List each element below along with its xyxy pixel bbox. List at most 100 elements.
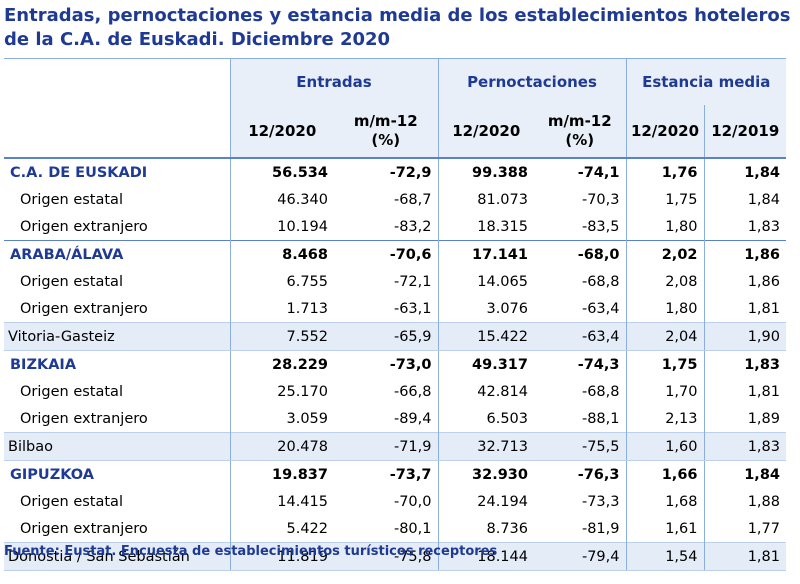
table-cell: -63,4 bbox=[581, 300, 620, 317]
table-cell: 1,75 bbox=[625, 186, 704, 213]
table-cell: 2,04 bbox=[625, 322, 704, 351]
row-label: Origen extranjero bbox=[20, 410, 148, 427]
subheader-pernoctaciones-change-line1: m/m-12 bbox=[547, 112, 612, 130]
statistics-table: Entradas Pernoctaciones Estancia media 1… bbox=[4, 58, 786, 571]
table-cell: -75,5 bbox=[534, 432, 626, 461]
row-label: Vitoria-Gasteiz bbox=[4, 322, 230, 351]
table-row: Origen estatal 6.755 -72,1 14.065 -68,8 2,08 1… bbox=[4, 268, 786, 295]
table-cell: 49.317 bbox=[437, 350, 534, 378]
row-label: C.A. DE EUSKADI bbox=[4, 157, 230, 186]
table-cell: -88,1 bbox=[581, 410, 620, 427]
table-cell: -68,7 bbox=[393, 191, 432, 208]
table-cell: 1,81 bbox=[703, 542, 786, 571]
table-cell: 1,77 bbox=[703, 515, 786, 543]
table-cell: 32.930 bbox=[437, 460, 534, 488]
table-cell: 2,08 bbox=[625, 268, 704, 295]
table-cell: -73,0 bbox=[334, 350, 438, 378]
title-line-1: Entradas, pernoctaciones y estancia medi… bbox=[4, 5, 791, 26]
subheader-pernoctaciones-change: m/m-12 (%) bbox=[534, 105, 626, 159]
table-row: Donostia / San Sebastián 11.819 -75,8 18.14… bbox=[4, 542, 786, 571]
group-header-row: Entradas Pernoctaciones Estancia media bbox=[4, 58, 786, 105]
row-label: Origen extranjero bbox=[20, 520, 148, 537]
table-row: Origen extranjero 5.422 -80,1 8.736 -81,9 1,6… bbox=[4, 515, 786, 543]
row-label: Bilbao bbox=[4, 432, 230, 461]
group-header-pernoctaciones: Pernoctaciones bbox=[437, 58, 626, 105]
subheader-estancia-2019: 12/2019 bbox=[703, 105, 786, 159]
subheader-pernoctaciones-period: 12/2020 bbox=[437, 105, 534, 159]
table-cell: 6.503 bbox=[437, 405, 534, 433]
table-row: Vitoria-Gasteiz 7.552 -65,9 15.422 -63,4 2,04… bbox=[4, 322, 786, 351]
row-label: BIZKAIA bbox=[4, 350, 230, 378]
table-cell: 17.141 bbox=[437, 240, 534, 268]
table-cell: 1,66 bbox=[625, 460, 704, 488]
table-row: Origen estatal 46.340 -68,7 81.073 -70,3 1,75… bbox=[4, 186, 786, 213]
table-cell: -74,3 bbox=[534, 350, 626, 378]
table-cell: -83,5 bbox=[581, 218, 620, 235]
table-cell: 1,61 bbox=[625, 515, 704, 543]
subheader-entradas-change: m/m-12 (%) bbox=[334, 105, 438, 159]
table-cell: 1,70 bbox=[625, 378, 704, 405]
table-cell: 18.315 bbox=[437, 213, 534, 241]
table-cell: -68,8 bbox=[581, 273, 620, 290]
table-cell: 1,89 bbox=[703, 405, 786, 433]
title-line-2: de la C.A. de Euskadi. Diciembre 2020 bbox=[4, 29, 391, 50]
table-cell: 10.194 bbox=[229, 213, 334, 241]
header-corner bbox=[4, 58, 230, 105]
table-cell: 11.819 bbox=[229, 542, 334, 571]
table-cell: 14.415 bbox=[229, 488, 334, 515]
table-cell: -63,1 bbox=[393, 300, 432, 317]
subheader-entradas-change-line1: m/m-12 bbox=[353, 112, 418, 130]
table-cell: -63,4 bbox=[534, 322, 626, 351]
table-cell: 6.755 bbox=[229, 268, 334, 295]
table-cell: -70,3 bbox=[581, 191, 620, 208]
table-cell: 15.422 bbox=[437, 322, 534, 351]
table-cell: -73,7 bbox=[334, 460, 438, 488]
table-cell: 1,81 bbox=[703, 295, 786, 323]
group-header-estancia: Estancia media bbox=[625, 58, 786, 105]
table-cell: 18.144 bbox=[437, 542, 534, 571]
table-cell: 2,13 bbox=[625, 405, 704, 433]
table-row: Origen extranjero 3.059 -89,4 6.503 -88,1 2,1… bbox=[4, 405, 786, 433]
table-cell: 1,83 bbox=[703, 350, 786, 378]
table-cell: -75,8 bbox=[334, 542, 438, 571]
table-cell: -66,8 bbox=[393, 383, 432, 400]
table-cell: 1,86 bbox=[703, 240, 786, 268]
row-label: ARABA/ÁLAVA bbox=[4, 240, 230, 268]
table-cell: 14.065 bbox=[437, 268, 534, 295]
table-cell: 1,84 bbox=[703, 460, 786, 488]
table-cell: -80,1 bbox=[393, 520, 432, 537]
sub-header-row: 12/2020 m/m-12 (%) 12/2020 m/m-12 (%) 12… bbox=[4, 105, 786, 159]
subheader-entradas-period: 12/2020 bbox=[229, 105, 334, 159]
table-cell: 32.713 bbox=[437, 432, 534, 461]
table-cell: 8.468 bbox=[229, 240, 334, 268]
table-cell: 5.422 bbox=[229, 515, 334, 543]
table-cell: -73,3 bbox=[581, 493, 620, 510]
table-cell: -71,9 bbox=[334, 432, 438, 461]
table-cell: 1,81 bbox=[703, 378, 786, 405]
table-row: C.A. DE EUSKADI 56.534 -72,9 99.388 -74,1 1,7… bbox=[4, 157, 786, 186]
table-cell: 1,86 bbox=[703, 268, 786, 295]
table-cell: 8.736 bbox=[437, 515, 534, 543]
table-cell: 1,68 bbox=[625, 488, 704, 515]
table-cell: 1,60 bbox=[625, 432, 704, 461]
table-cell: 46.340 bbox=[229, 186, 334, 213]
table-cell: 42.814 bbox=[437, 378, 534, 405]
table-cell: -79,4 bbox=[534, 542, 626, 571]
table-row: Origen extranjero 10.194 -83,2 18.315 -83,5 1… bbox=[4, 213, 786, 241]
table-cell: -68,0 bbox=[534, 240, 626, 268]
table-cell: 2,02 bbox=[625, 240, 704, 268]
table-cell: 1,76 bbox=[625, 157, 704, 186]
table-row: BIZKAIA 28.229 -73,0 49.317 -74,3 1,75 1,83 bbox=[4, 350, 786, 378]
row-label: Origen extranjero bbox=[20, 300, 148, 317]
table-cell: 1,88 bbox=[703, 488, 786, 515]
table-cell: 1,83 bbox=[703, 432, 786, 461]
row-label: Origen estatal bbox=[20, 191, 123, 208]
row-label: Origen extranjero bbox=[20, 218, 148, 235]
table-cell: 99.388 bbox=[437, 157, 534, 186]
header-corner-2 bbox=[4, 105, 230, 159]
table-cell: 24.194 bbox=[437, 488, 534, 515]
table-cell: -70,6 bbox=[334, 240, 438, 268]
table-cell: 19.837 bbox=[229, 460, 334, 488]
source-note: Fuente: Eustat. Encuesta de establecimie… bbox=[4, 544, 498, 559]
row-label: Origen estatal bbox=[20, 273, 123, 290]
